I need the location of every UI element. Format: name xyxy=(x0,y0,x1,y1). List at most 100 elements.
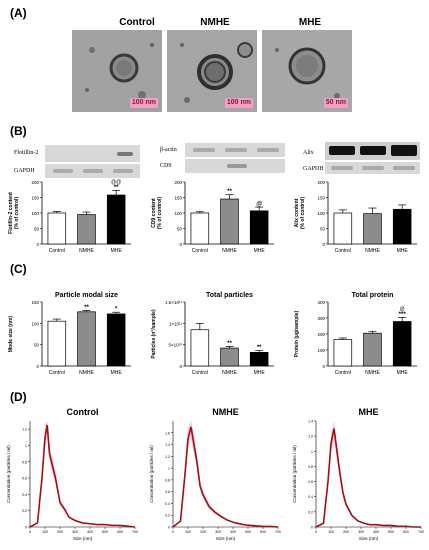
y-tick-label: 100 xyxy=(31,211,39,216)
x-tick-label: 0 xyxy=(29,530,31,534)
y-axis-label: Protein (µg/sample) xyxy=(294,310,300,357)
blot-strip-alix xyxy=(325,142,420,160)
y-tick-label: 300 xyxy=(317,316,325,321)
y-tick-label: 0.4 xyxy=(308,495,313,499)
chart-cd9: 0 50 100 150 200 CD9 content(% of control) Con… xyxy=(151,180,274,254)
chart-title: Particle modal size xyxy=(55,292,118,299)
x-tick-label: MHE xyxy=(111,248,123,254)
y-axis-label: Alix content(% of control) xyxy=(294,197,306,230)
tem-image-mhe: 50 nm xyxy=(262,30,352,112)
y-tick-label: 5×10¹⁰ xyxy=(169,343,183,348)
bar xyxy=(333,212,353,245)
scale-label-mhe: 50 nm xyxy=(323,98,348,108)
x-tick-label: 200 xyxy=(343,530,349,534)
y-tick-label: 200 xyxy=(31,180,39,185)
x-tick-label: NMHE xyxy=(222,370,237,376)
x-tick-label: MHE xyxy=(254,370,266,376)
band xyxy=(117,152,133,156)
band xyxy=(331,166,353,170)
x-tick-label: 400 xyxy=(87,530,93,534)
x-tick-label: 400 xyxy=(230,530,236,534)
band xyxy=(362,166,384,170)
y-tick-label: 100 xyxy=(31,321,39,326)
band xyxy=(193,148,215,152)
chart-title: Total particles xyxy=(206,292,253,299)
y-tick-label: 0.6 xyxy=(165,490,170,494)
band xyxy=(83,169,103,173)
y-tick-label: 1 xyxy=(25,444,27,448)
band xyxy=(391,145,417,156)
y-tick-label: 100 xyxy=(174,211,182,216)
x-tick-label: MHE xyxy=(111,370,123,376)
x-tick-label: MHE xyxy=(254,248,266,254)
panel-label-b: (B) xyxy=(10,124,27,138)
y-tick-label: 0.4 xyxy=(22,493,27,497)
bar xyxy=(249,210,269,245)
x-axis-label: Size (nm) xyxy=(216,536,236,541)
bar xyxy=(363,213,382,245)
y-tick-label: 0 xyxy=(36,364,39,369)
chart-flotillin: 0 50 100 150 200 Flotillin-2 content(% of con… xyxy=(8,179,131,254)
x-tick-label: Control xyxy=(192,248,208,254)
y-tick-label: 0.2 xyxy=(308,510,313,514)
y-tick-label: 1.4 xyxy=(165,443,170,447)
chart-nta-control: Control 0 0.2 0.4 0.6 0.8 1 1.2 0 100 200 300 400 500… xyxy=(6,407,138,541)
chart-total-particles: Total particles 0 5×10¹⁰ 1×10¹¹ 1.5×10¹¹ Part… xyxy=(151,292,274,376)
y-tick-label: 1.4 xyxy=(308,420,313,424)
bar xyxy=(106,194,126,245)
y-tick-label: 200 xyxy=(317,180,325,185)
bar xyxy=(77,311,96,367)
y-axis-label: Particles (n°/sample) xyxy=(151,309,157,359)
significance-mark: @ xyxy=(256,202,262,208)
x-tick-label: NMHE xyxy=(365,370,380,376)
blot-strip-gapdh-1 xyxy=(45,164,140,178)
x-tick-label: 700 xyxy=(418,530,424,534)
y-tick-label: 0.8 xyxy=(165,478,170,482)
x-tick-label: 100 xyxy=(42,530,48,534)
x-tick-label: 700 xyxy=(275,530,281,534)
y-tick-label: 1.6 xyxy=(165,431,170,435)
significance-mark: ** xyxy=(114,185,119,191)
x-tick-label: 600 xyxy=(260,530,266,534)
y-tick-label: 150 xyxy=(31,300,39,305)
band xyxy=(393,166,415,170)
significance-mark: ** xyxy=(257,345,262,351)
y-tick-label: 1.2 xyxy=(308,435,313,439)
y-tick-label: 400 xyxy=(317,300,325,305)
y-tick-label: 0 xyxy=(179,242,182,247)
chart-title: MHE xyxy=(359,407,379,417)
x-tick-label: NMHE xyxy=(79,370,94,376)
blot-label-flotillin: Flotillin-2 xyxy=(14,150,39,156)
x-tick-label: 700 xyxy=(132,530,138,534)
blot-label-cd9: CD9 xyxy=(160,163,172,169)
y-tick-label: 0.2 xyxy=(22,509,27,513)
bar xyxy=(363,332,382,367)
blot-strip-bactin xyxy=(185,143,285,157)
chart-modal-size: Particle modal size 0 50 100 150 Mode size (n… xyxy=(8,292,131,376)
y-tick-label: 1.2 xyxy=(22,428,27,432)
series-line xyxy=(29,424,136,528)
panel-label-a: (A) xyxy=(10,6,27,20)
band xyxy=(360,146,386,155)
y-tick-label: 0 xyxy=(36,242,39,247)
x-tick-label: NMHE xyxy=(79,248,94,254)
x-tick-label: 300 xyxy=(358,530,364,534)
y-tick-label: 0.8 xyxy=(308,465,313,469)
x-tick-label: 0 xyxy=(315,530,317,534)
blot-strip-gapdh-2 xyxy=(325,162,420,174)
bar xyxy=(190,212,210,245)
x-tick-label: 300 xyxy=(215,530,221,534)
x-tick-label: 600 xyxy=(403,530,409,534)
x-tick-label: MHE xyxy=(397,370,409,376)
x-tick-label: NMHE xyxy=(365,248,380,254)
chart-title: Control xyxy=(67,407,99,417)
bar xyxy=(47,320,67,367)
significance-mark: * xyxy=(115,307,118,313)
band xyxy=(257,148,279,152)
y-tick-label: 0 xyxy=(25,526,27,530)
y-tick-label: 50 xyxy=(34,227,40,232)
tem-title-control: Control xyxy=(119,17,155,28)
y-tick-label: 0.6 xyxy=(22,477,27,481)
tem-image-control: 100 nm xyxy=(72,30,162,112)
